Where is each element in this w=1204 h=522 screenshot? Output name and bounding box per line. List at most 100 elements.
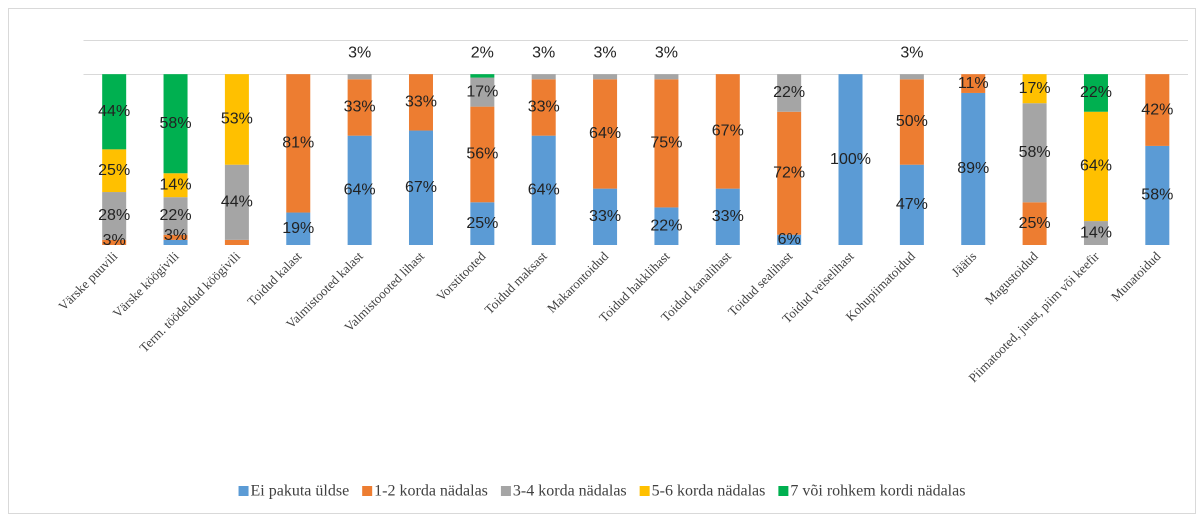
bar-segment xyxy=(1083,74,1108,112)
data-label: 14% xyxy=(160,176,192,193)
data-label: 44% xyxy=(98,103,130,120)
data-label: 2% xyxy=(471,44,494,61)
bar-segment xyxy=(1145,145,1170,245)
legend-label: 7 või rohkem kordi nädalas xyxy=(790,483,965,500)
data-label: 33% xyxy=(589,208,621,225)
bar-segment xyxy=(899,79,924,165)
bar-segment xyxy=(163,234,188,240)
bar-segment xyxy=(1022,74,1047,104)
data-label: 72% xyxy=(773,164,805,181)
bar-segment xyxy=(163,74,188,174)
data-label: 33% xyxy=(528,99,560,116)
bar-segment xyxy=(224,164,249,240)
data-label: 64% xyxy=(589,125,621,142)
bar-segment xyxy=(1145,74,1170,146)
data-label: 81% xyxy=(282,135,314,152)
data-label: 11% xyxy=(958,75,989,92)
data-label: 33% xyxy=(344,99,376,116)
data-label: 3% xyxy=(900,44,923,61)
data-label: 64% xyxy=(528,182,560,199)
bar-segment xyxy=(347,74,372,80)
bar-segment xyxy=(224,74,249,165)
data-label: 25% xyxy=(1019,215,1051,232)
legend-swatch xyxy=(639,486,650,496)
bar-segment xyxy=(347,79,372,136)
data-label: 64% xyxy=(344,182,376,199)
bar-segment xyxy=(777,111,802,235)
data-label: 44% xyxy=(221,194,253,211)
data-label: 47% xyxy=(896,196,928,213)
legend-label: 5-6 korda nädalas xyxy=(652,483,766,500)
data-label: 6% xyxy=(778,231,801,248)
legend-swatch xyxy=(362,486,373,496)
data-label: 25% xyxy=(466,215,498,232)
bar-segment xyxy=(531,135,556,245)
data-label: 100% xyxy=(830,151,871,168)
bar-segment xyxy=(961,92,986,245)
data-label: 33% xyxy=(405,94,437,111)
data-label: 14% xyxy=(1080,224,1112,241)
legend-label: Ei pakuta üldse xyxy=(251,483,350,500)
bar-segment xyxy=(838,74,863,246)
bar-segment xyxy=(286,212,311,245)
legend-label: 3-4 korda nädalas xyxy=(513,483,627,500)
bar-segment xyxy=(408,74,433,131)
legend-swatch xyxy=(778,486,789,496)
bar-segment xyxy=(1083,111,1108,222)
bar-segment xyxy=(961,74,986,93)
data-label: 28% xyxy=(98,207,130,224)
bar-segment xyxy=(777,74,802,112)
bar-segment xyxy=(286,74,311,213)
bar-segment xyxy=(470,106,495,203)
bar-segment xyxy=(654,207,679,245)
data-label: 22% xyxy=(650,217,682,234)
bar-segment xyxy=(1022,103,1047,203)
data-label: 22% xyxy=(1080,84,1112,101)
data-label: 50% xyxy=(896,113,928,130)
data-label: 3% xyxy=(594,44,617,61)
bar-segment xyxy=(470,77,495,107)
bar-segment xyxy=(347,135,372,245)
bar-segment xyxy=(654,79,679,208)
bar-segment xyxy=(470,74,495,78)
bar-segment xyxy=(654,74,679,80)
bar-segment xyxy=(593,79,618,189)
data-label: 64% xyxy=(1080,158,1112,175)
bar-segment xyxy=(593,74,618,80)
bar-segment xyxy=(899,74,924,80)
data-label: 3% xyxy=(348,44,371,61)
legend-label: 1-2 korda nädalas xyxy=(374,483,488,500)
bar-segment xyxy=(163,197,188,235)
data-label: 25% xyxy=(98,162,130,179)
data-label: 22% xyxy=(773,84,805,101)
data-label: 53% xyxy=(221,111,253,128)
bar-segment xyxy=(899,164,924,245)
bar-segment xyxy=(102,149,127,193)
bar-segment xyxy=(224,239,249,245)
bar-segment xyxy=(1083,221,1108,245)
legend-swatch xyxy=(238,486,249,496)
data-label: 58% xyxy=(160,115,192,132)
data-label: 22% xyxy=(160,207,192,224)
bar-segment xyxy=(715,188,740,245)
data-label: 19% xyxy=(282,220,314,237)
bar-segment xyxy=(163,239,188,245)
data-label: 58% xyxy=(1019,144,1051,161)
data-label: 67% xyxy=(712,123,744,140)
legend-swatch xyxy=(500,486,511,496)
data-label: 17% xyxy=(1019,80,1051,97)
bar-segment xyxy=(470,202,495,245)
data-label: 3% xyxy=(103,232,126,249)
data-label: 67% xyxy=(405,179,437,196)
bar-segment xyxy=(715,74,740,189)
bar-segment xyxy=(163,173,188,198)
bar-segment xyxy=(777,234,802,245)
bar-segment xyxy=(531,79,556,136)
data-label: 89% xyxy=(957,160,989,177)
bar-segment xyxy=(102,239,127,245)
data-label: 17% xyxy=(466,83,498,100)
data-label: 56% xyxy=(466,146,498,163)
data-label: 42% xyxy=(1141,101,1173,118)
